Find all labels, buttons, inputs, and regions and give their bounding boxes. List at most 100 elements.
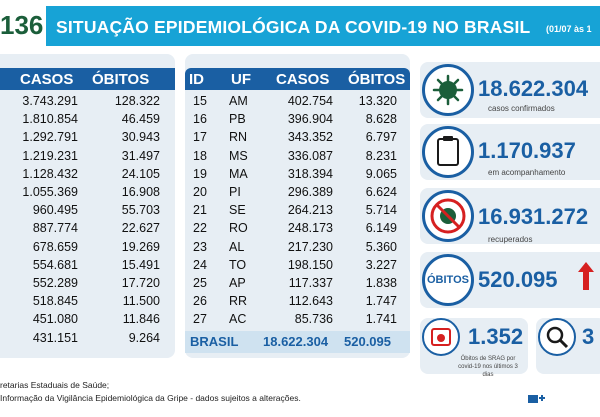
table-row: 1.055.369 16.908	[0, 185, 175, 203]
acompanhamento-label: em acompanhamento	[488, 168, 566, 177]
title-bar: SITUAÇÃO EPIDEMIOLÓGICA DA COVID-19 NO B…	[46, 6, 600, 46]
magnifier-icon	[538, 318, 576, 356]
left-table-header: CASOS ÓBITOS	[0, 68, 175, 90]
cell-obitos: 9.264	[128, 330, 160, 345]
extra-value: 3	[582, 324, 595, 349]
cell-casos: 198.150	[287, 257, 333, 272]
table-row: 1.219.231 31.497	[0, 149, 175, 167]
cell-casos: 518.845	[32, 294, 78, 309]
cell-casos: 343.352	[287, 130, 333, 145]
cell-obitos: 1.747	[365, 294, 397, 309]
table-row: 552.289 17.720	[0, 276, 175, 294]
cell-obitos: 17.720	[121, 276, 160, 290]
cell-obitos: 1.741	[365, 312, 397, 327]
cell-obitos: 46.459	[121, 112, 160, 127]
cell-obitos: 5.714	[365, 203, 397, 218]
table-row: 887.774 22.627	[0, 221, 175, 239]
cell-obitos: 6.149	[365, 221, 397, 236]
cell-uf: RO	[229, 221, 248, 236]
cell-casos: 336.087	[287, 148, 333, 163]
cell-id: 26	[193, 294, 207, 309]
total-label: BRASIL	[190, 334, 239, 349]
cell-uf: AC	[229, 312, 247, 327]
confirmados-label: casos confirmados	[488, 104, 555, 113]
cell-obitos: 128.322	[114, 94, 160, 108]
cell-id: 16	[193, 112, 207, 127]
bulletin-number: 136	[0, 4, 43, 46]
cell-obitos: 3.227	[365, 257, 397, 272]
cell-obitos: 16.908	[121, 185, 160, 199]
table-row: 21 SE 264.213 5.714	[185, 203, 410, 221]
arrow-up-icon	[578, 262, 594, 295]
cell-casos: 1.128.432	[22, 166, 78, 181]
cell-obitos: 8.628	[365, 112, 397, 127]
acompanhamento-value: 1.170.937	[478, 138, 576, 163]
table-row: 23 AL 217.230 5.360	[185, 240, 410, 258]
cell-casos: 1.219.231	[22, 148, 78, 163]
cell-uf: RN	[229, 130, 248, 145]
srag-value: 1.352	[468, 324, 524, 349]
footer-source-2: Informação da Vigilância Epidemiológica …	[0, 393, 301, 403]
table-row: 22 RO 248.173 6.149	[185, 221, 410, 239]
table-row: 24 TO 198.150 3.227	[185, 258, 410, 276]
header-casos: CASOS	[20, 71, 74, 88]
cell-id: 15	[193, 94, 207, 108]
no-virus-icon	[422, 190, 474, 242]
table-row: 27 AC 85.736 1.741	[185, 312, 410, 330]
table-row: 1.128.432 24.105	[0, 167, 175, 185]
cell-casos: 552.289	[32, 276, 78, 290]
total-casos: 18.622.304	[263, 334, 329, 349]
table-row: 18 MS 336.087 8.231	[185, 149, 410, 167]
cell-casos: 112.643	[288, 294, 333, 309]
table-row: 1.810.854 46.459	[0, 112, 175, 130]
cell-id: 17	[193, 130, 207, 145]
cell-obitos: 6.624	[365, 185, 397, 199]
total-row: BRASIL 18.622.304 520.095	[185, 331, 410, 353]
table-row: 17 RN 343.352 6.797	[185, 130, 410, 148]
cell-uf: AP	[229, 276, 246, 290]
header-uf: UF	[231, 71, 251, 88]
table-row: 16 PB 396.904 8.628	[185, 112, 410, 130]
cell-casos: 1.810.854	[22, 112, 78, 127]
cell-casos: 318.394	[287, 166, 333, 181]
cell-obitos: 8.231	[365, 148, 397, 163]
table-row: 451.080 11.846	[0, 312, 175, 330]
obitos-value: 520.095	[478, 267, 558, 292]
cell-obitos: 24.105	[121, 166, 160, 181]
cell-casos: 678.659	[32, 239, 78, 254]
cell-obitos: 19.269	[121, 239, 160, 254]
recuperados-label: recuperados	[488, 235, 533, 244]
cell-uf: TO	[229, 257, 247, 272]
cell-casos: 887.774	[32, 221, 78, 236]
cell-uf: RR	[229, 294, 248, 309]
cell-obitos: 30.943	[121, 130, 160, 145]
table-row: 960.495 55.703	[0, 203, 175, 221]
cell-id: 19	[193, 166, 207, 181]
table-row: 678.659 19.269	[0, 240, 175, 258]
cell-casos: 3.743.291	[22, 94, 78, 108]
cell-uf: MS	[229, 148, 248, 163]
cell-uf: MA	[229, 166, 248, 181]
cell-casos: 554.681	[32, 257, 78, 272]
virus-icon	[422, 64, 474, 116]
cell-obitos: 13.320	[358, 94, 397, 108]
cell-uf: SE	[229, 203, 246, 218]
right-table-panel	[185, 54, 410, 358]
cell-casos: 431.151	[32, 330, 78, 345]
table-row: 25 AP 117.337 1.838	[185, 276, 410, 294]
cell-uf: AL	[229, 239, 245, 254]
cell-obitos: 1.838	[365, 276, 397, 290]
table-row: 20 PI 296.389 6.624	[185, 185, 410, 203]
cell-casos: 1.055.369	[22, 185, 78, 199]
header-obitos: ÓBITOS	[348, 71, 406, 88]
cell-id: 23	[193, 239, 207, 254]
table-row: 1.292.791 30.943	[0, 130, 175, 148]
cell-casos: 960.495	[32, 203, 78, 218]
total-obitos: 520.095	[344, 334, 391, 349]
cell-id: 27	[193, 312, 207, 327]
table-row: 431.151 9.264	[0, 331, 175, 349]
srag-label: Óbitos de SRAG por covid-19 nos últimos …	[458, 356, 518, 378]
footer-source-1: retarias Estaduais de Saúde;	[0, 380, 110, 390]
page-title: SITUAÇÃO EPIDEMIOLÓGICA DA COVID-19 NO B…	[56, 17, 531, 37]
obitos-tag: ÓBITOS	[427, 274, 469, 286]
